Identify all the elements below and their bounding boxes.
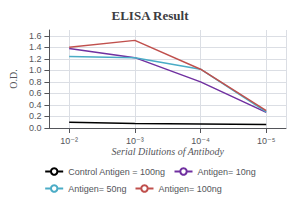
svg-text:10⁻⁵: 10⁻⁵ — [257, 136, 276, 146]
svg-text:0.6: 0.6 — [29, 88, 42, 98]
svg-text:Antigen= 10ng: Antigen= 10ng — [198, 167, 256, 177]
svg-text:1.6: 1.6 — [29, 31, 42, 41]
svg-text:O.D.: O.D. — [8, 69, 19, 88]
svg-text:1.4: 1.4 — [29, 42, 42, 52]
svg-text:1.2: 1.2 — [29, 54, 42, 64]
svg-text:Serial Dilutions of Antibody: Serial Dilutions of Antibody — [112, 146, 225, 157]
svg-text:10⁻⁴: 10⁻⁴ — [191, 136, 210, 146]
svg-text:0.8: 0.8 — [29, 77, 42, 87]
svg-text:0.4: 0.4 — [29, 100, 42, 110]
svg-text:Antigen= 100ng: Antigen= 100ng — [158, 184, 221, 194]
svg-text:0.0: 0.0 — [29, 123, 42, 133]
svg-text:ELISA Result: ELISA Result — [112, 8, 190, 23]
svg-text:0.2: 0.2 — [29, 111, 42, 121]
svg-text:1.0: 1.0 — [29, 65, 42, 75]
svg-text:Control Antigen = 100ng: Control Antigen = 100ng — [68, 167, 165, 177]
svg-text:10⁻³: 10⁻³ — [126, 136, 144, 146]
svg-text:10⁻²: 10⁻² — [60, 136, 78, 146]
svg-text:Antigen= 50ng: Antigen= 50ng — [68, 184, 126, 194]
